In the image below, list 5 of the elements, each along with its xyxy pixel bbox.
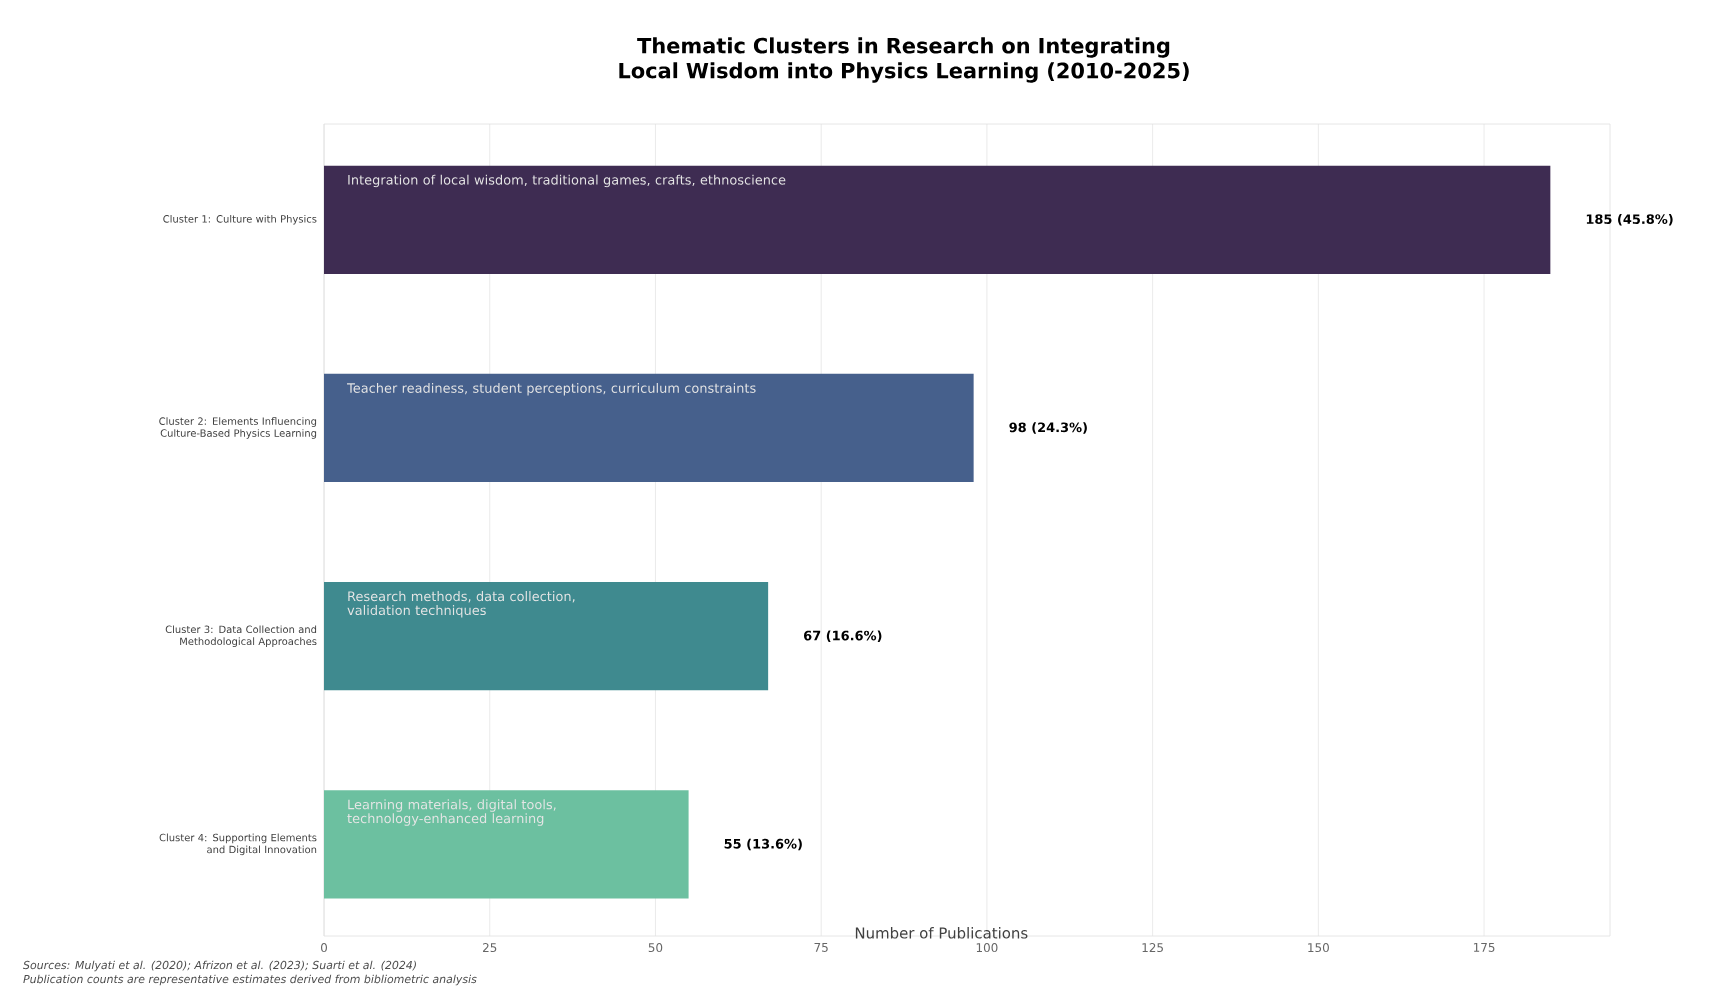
- bar: [324, 373, 974, 483]
- chart-title: Thematic Clusters in Research on Integrating Local Wisdom into Physics Learning (2010-2025): [619, 37, 1189, 83]
- bar: [324, 790, 689, 899]
- bar: [324, 165, 1551, 274]
- bar: [324, 582, 769, 691]
